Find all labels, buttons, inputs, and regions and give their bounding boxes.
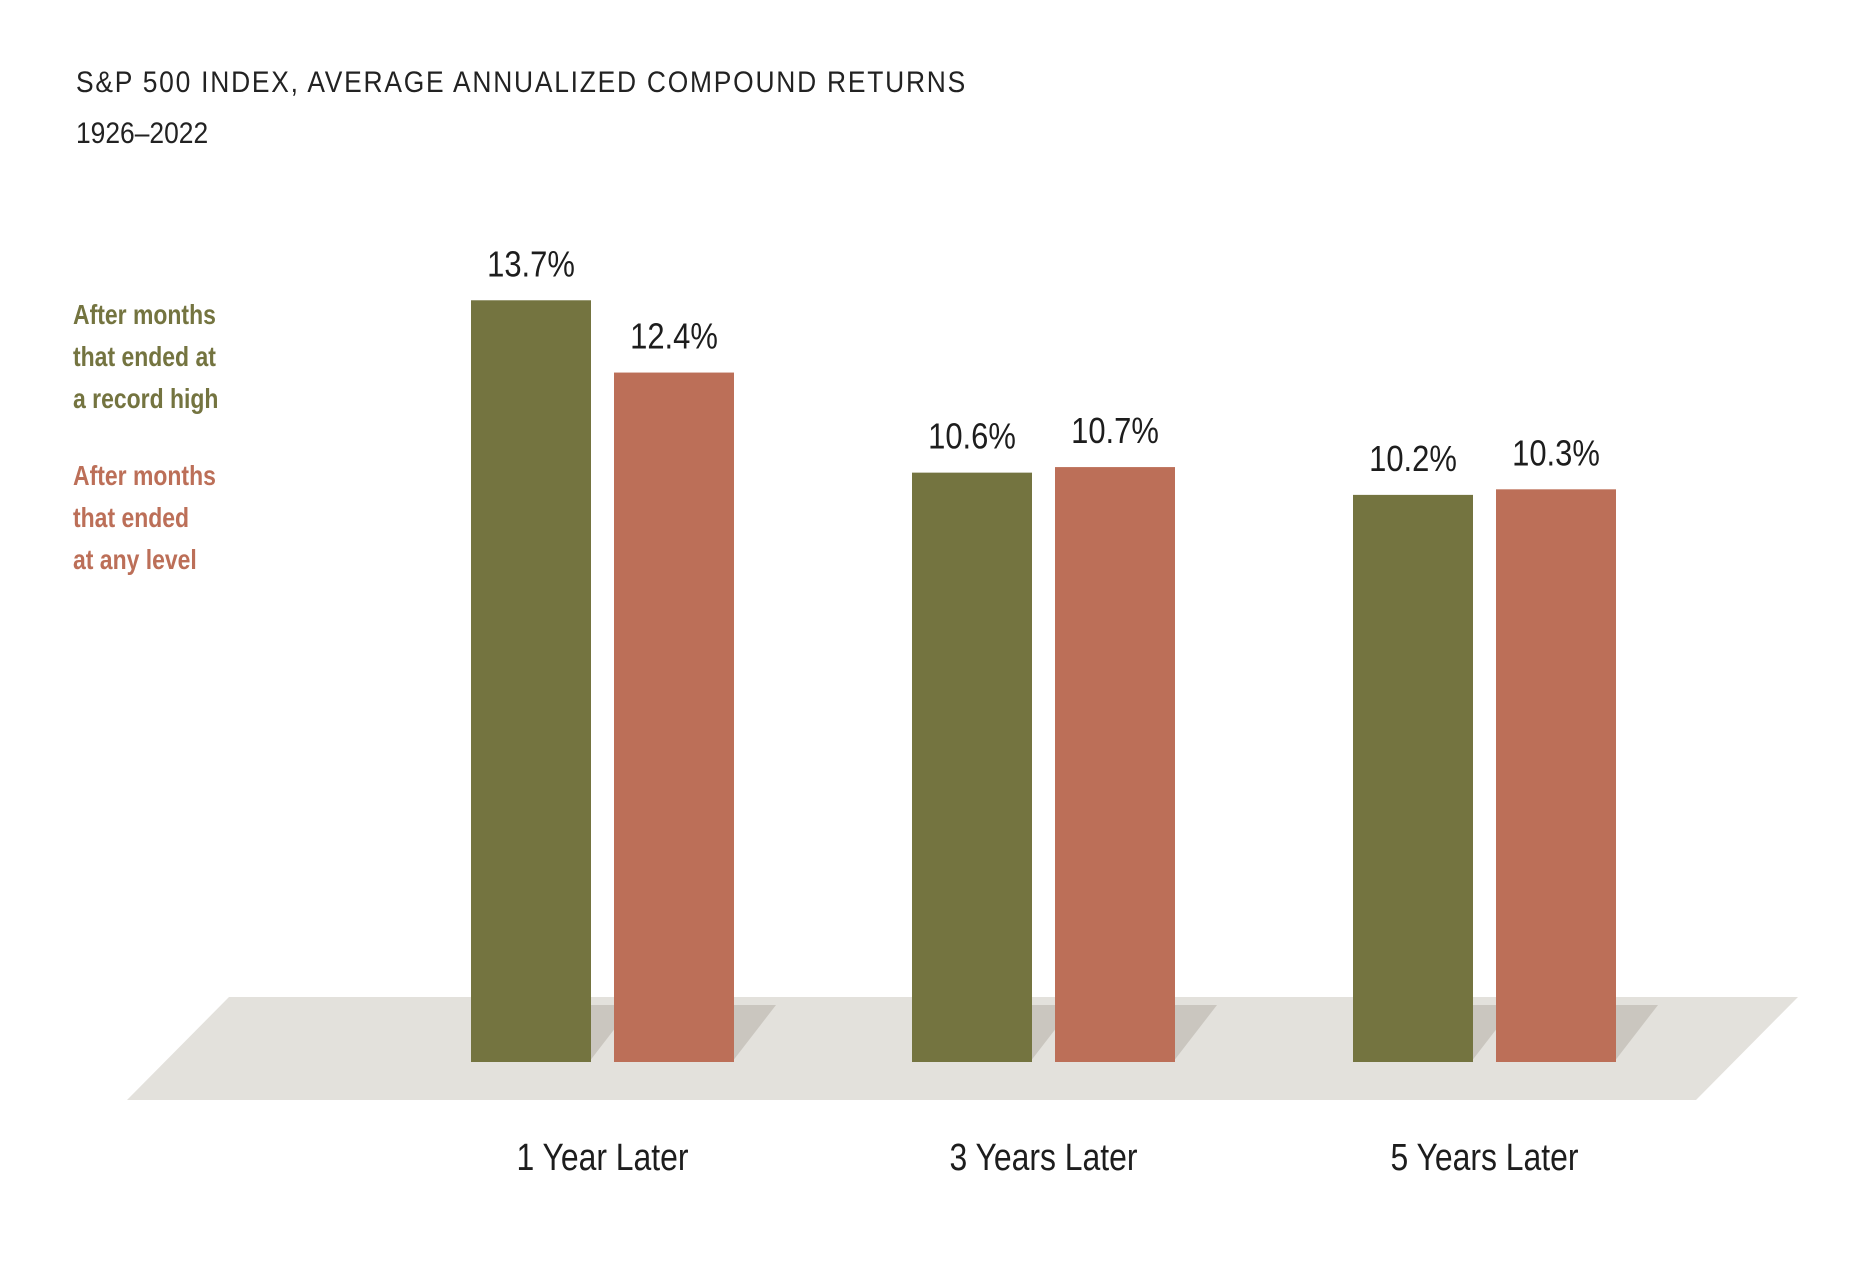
chart-subtitle: 1926–2022	[76, 117, 209, 150]
legend-record-high-line-2: that ended at	[73, 341, 216, 372]
legend-record-high-line-3: a record high	[73, 383, 219, 414]
bars-layer	[471, 300, 1616, 1063]
bar-shadow	[1614, 1005, 1658, 1062]
legend-any-level-line-2: that ended	[73, 502, 190, 533]
category-label-2: 3 Years Later	[949, 1136, 1137, 1178]
bar-shadow	[1173, 1005, 1217, 1062]
value-label-any-level-1: 12.4%	[630, 317, 718, 357]
bar-any-level-1	[614, 372, 734, 1062]
bar-record-high-3	[1353, 494, 1473, 1062]
category-labels-layer: 1 Year Later 3 Years Later 5 Years Later	[516, 1136, 1578, 1178]
value-label-record-high-2: 10.6%	[928, 418, 1016, 458]
bar-record-high-1	[471, 300, 591, 1062]
value-labels-layer: 13.7% 12.4% 10.6% 10.7% 10.2% 10.3%	[487, 245, 1600, 479]
legend-any-level-line-1: After months	[73, 460, 216, 491]
value-label-record-high-1: 13.7%	[487, 245, 575, 285]
bar-any-level-3	[1496, 489, 1616, 1062]
value-label-any-level-3: 10.3%	[1512, 434, 1600, 474]
bar-record-high-2	[912, 472, 1032, 1062]
legend-record-high-line-1: After months	[73, 299, 216, 330]
legend-any-level-line-3: at any level	[73, 544, 197, 575]
legend-record-high: After months that ended at a record high	[73, 294, 253, 420]
chart-title: S&P 500 INDEX, AVERAGE ANNUALIZED COMPOU…	[76, 66, 967, 99]
category-label-3: 5 Years Later	[1390, 1136, 1578, 1178]
legend-any-level: After months that ended at any level	[73, 455, 253, 581]
value-label-any-level-2: 10.7%	[1071, 412, 1159, 452]
category-label-1: 1 Year Later	[516, 1136, 688, 1178]
bar-shadow	[732, 1005, 776, 1062]
bar-any-level-2	[1055, 467, 1175, 1063]
value-label-record-high-3: 10.2%	[1369, 440, 1457, 480]
